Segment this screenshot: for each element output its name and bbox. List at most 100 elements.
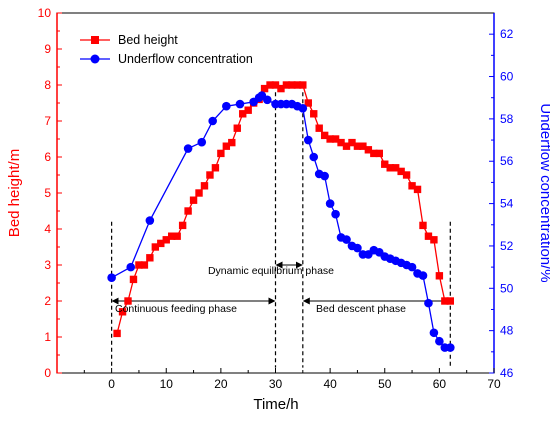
underflow-point [107,273,116,283]
bed-height-point [162,236,170,244]
bed-height-point [381,160,389,168]
series-line [116,84,451,334]
right-tick-label: 54 [500,197,514,211]
phase-annotations [111,92,451,368]
underflow-concentration-series [107,91,455,352]
left-tick-label: 3 [44,258,51,272]
underflow-point [325,199,335,208]
bed-height-series [113,81,454,338]
underflow-point [303,135,313,145]
bed-height-point [430,236,438,244]
bed-height-point [337,138,345,147]
legend-underflow-marker [90,54,100,64]
bed-height-point [189,196,198,204]
bed-height-point [135,261,143,269]
underflow-point [320,171,329,181]
bed-height-point [320,131,329,140]
x-axis-title: Time/h [253,396,298,413]
bed-height-point [178,221,187,230]
right-tick-label: 46 [500,366,514,380]
bed-height-point [244,106,252,114]
bed-height-point [277,84,285,93]
underflow-point [126,262,136,272]
bed-height-point [413,185,422,194]
right-axis-title: Underflow concentration/% [537,103,550,282]
underflow-point [298,103,308,113]
bed-height-point [200,182,209,190]
underflow-point [424,298,433,308]
left-tick-label: 7 [44,114,51,128]
x-tick-label: 40 [323,377,337,391]
bed-height-point [326,135,334,143]
left-tick-label: 6 [44,150,51,164]
bed-height-point [195,189,203,197]
x-axis-ticks: 0 10 20 30 40 50 60 70 [83,368,501,391]
left-tick-label: 9 [44,42,51,56]
underflow-point [407,262,417,272]
bed-height-point [168,232,176,240]
left-tick-label: 8 [44,78,51,92]
bed-height-point [348,138,356,147]
bed-height-point [441,297,449,305]
bed-height-point [211,164,220,172]
right-tick-label: 48 [500,324,514,338]
right-tick-label: 58 [500,112,514,126]
bed-height-point [331,135,340,143]
underflow-point [429,328,439,338]
bed-height-point [233,124,241,132]
bed-height-point [446,297,454,305]
underflow-point [418,271,428,280]
bed-height-point [266,81,274,89]
underflow-point [446,343,455,352]
bed-height-point [386,164,394,172]
right-tick-label: 56 [500,154,514,168]
phase-label-feeding: Continuous feeding phase [115,303,237,315]
underflow-point [342,235,351,244]
x-tick-label: 70 [487,377,501,391]
bed-height-point [375,149,383,158]
underflow-point [222,101,231,111]
bed-height-point [353,142,362,150]
left-tick-label: 4 [44,222,51,236]
bed-height-point [282,81,291,89]
bed-height-point [370,149,378,158]
bed-height-point [239,110,247,118]
left-tick-label: 2 [44,294,51,308]
bed-height-point [397,167,405,176]
bed-height-point [419,221,427,230]
bed-height-point [435,272,444,280]
bed-height-point [173,232,181,240]
right-axis-ticks: 46 48 50 52 54 56 58 60 62 [489,27,514,380]
bed-height-point [299,81,307,89]
bed-height-point [288,81,296,89]
bed-height-point [271,81,280,89]
left-axis-title: Bed height/m [6,149,23,237]
bed-height-point [157,239,165,248]
bed-height-point [206,171,214,179]
underflow-point [353,243,362,253]
bed-height-point [364,146,373,154]
bed-height-point [342,142,351,150]
legend-bed-height-label: Bed height [118,33,178,47]
bed-height-point [310,110,318,118]
legend-underflow-label: Underflow concentration [118,52,253,66]
underflow-point [208,116,217,126]
bed-height-point [129,275,138,284]
x-tick-label: 20 [214,377,228,391]
x-tick-label: 30 [269,377,283,391]
legend: Bed height Underflow concentration [80,33,253,66]
bed-height-point [260,84,269,93]
left-axis-ticks: 0 1 2 3 4 5 6 7 8 9 10 [38,6,62,380]
x-tick-label: 0 [108,377,115,391]
x-tick-label: 60 [433,377,447,391]
bed-height-point [391,164,400,172]
right-tick-label: 62 [500,27,514,41]
phase-label-descent: Bed descent phase [316,303,406,315]
left-tick-label: 10 [38,6,52,20]
left-tick-label: 0 [44,366,51,380]
bed-height-point [304,99,312,107]
left-tick-label: 5 [44,186,51,200]
bed-height-point [140,261,149,269]
underflow-point [197,137,207,147]
